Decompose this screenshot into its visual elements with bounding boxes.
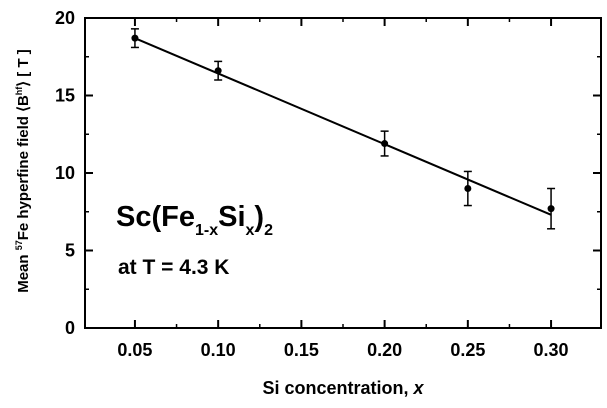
x-axis-title-text: Si concentration, — [262, 378, 413, 398]
formula-sub-2: x — [246, 222, 255, 239]
x-tick-label: 0.25 — [450, 340, 485, 360]
data-point — [380, 130, 389, 157]
data-point — [214, 60, 223, 81]
point-marker — [214, 67, 222, 75]
x-tick-label: 0.15 — [284, 340, 319, 360]
x-tick-label: 0.20 — [367, 340, 402, 360]
point-marker — [464, 185, 472, 192]
formula-part-3: ) — [254, 201, 264, 233]
x-tick-label: 0.30 — [534, 340, 569, 360]
x-tick-label: 0.05 — [117, 340, 152, 360]
x-tick-label: 0.10 — [201, 340, 236, 360]
formula-part-1: Sc(Fe — [116, 201, 195, 233]
y-axis-title-field-sup: hf — [14, 86, 24, 95]
point-marker — [131, 34, 139, 42]
y-tick-label: 20 — [55, 8, 75, 28]
plot-frame — [84, 17, 602, 329]
y-axis-title: Mean 57Fe hyperfine field ⟨Bhf⟩ [ T ] — [14, 49, 32, 293]
fit-line — [134, 37, 552, 216]
data-point — [130, 28, 139, 49]
y-axis-title-suffix: ⟩ [ T ] — [15, 49, 32, 87]
x-axis-title-variable: x — [413, 378, 425, 398]
y-tick-label: 5 — [65, 241, 75, 261]
data-points — [130, 28, 556, 230]
x-axis: 0.05 0.10 0.15 0.20 0.25 0.30 — [117, 18, 569, 360]
annotation-formula: Sc(Fe1-xSix)2 — [116, 201, 273, 239]
formula-sub-3: 2 — [264, 222, 273, 239]
y-tick-label: 15 — [55, 86, 75, 106]
y-axis-title-prefix: Mean — [15, 250, 32, 293]
data-point — [547, 187, 556, 230]
fit-line-group — [134, 37, 552, 216]
data-point — [463, 170, 472, 207]
formula-part-2: Si — [218, 201, 245, 233]
formula-sub-1: 1-x — [195, 222, 218, 239]
annotation-condition: at T = 4.3 K — [118, 256, 229, 279]
y-axis-title-mid: Fe hyperfine field ⟨B — [15, 95, 32, 240]
y-tick-label: 0 — [65, 318, 75, 338]
point-marker — [547, 205, 555, 213]
plot-area — [84, 17, 602, 329]
y-axis: 0 5 10 15 20 — [55, 8, 601, 338]
x-axis-title: Si concentration, x — [262, 378, 424, 398]
y-tick-label: 10 — [55, 163, 75, 183]
y-axis-title-isotope: 57 — [14, 240, 24, 250]
point-marker — [381, 140, 389, 148]
